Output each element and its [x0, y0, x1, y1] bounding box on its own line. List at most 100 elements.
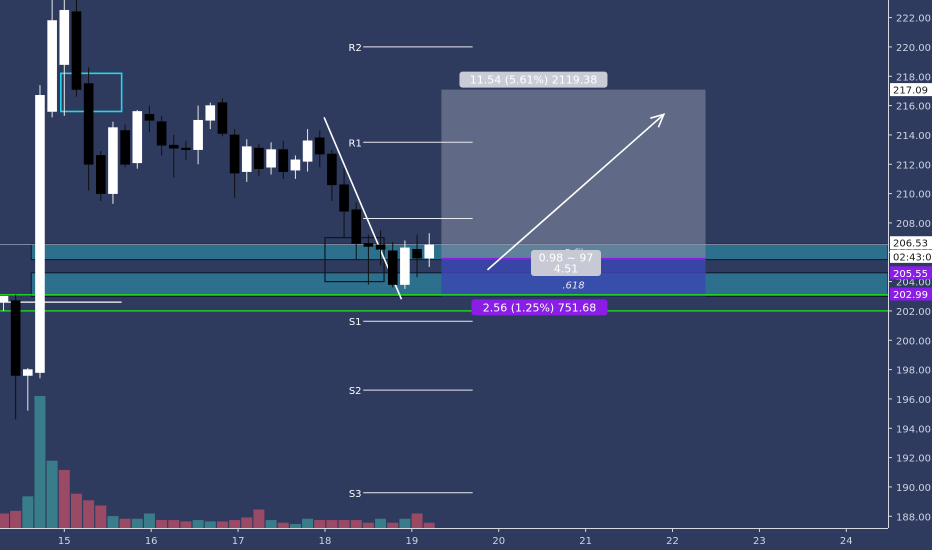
position-labels: 11.54 (5.61%) 2119.38 2.56 (1.25%) 751.68…: [459, 71, 608, 316]
price-tick-label: 204.00: [896, 278, 931, 289]
price-tick-label: 196.00: [896, 395, 931, 406]
time-tick-label: 17: [232, 536, 245, 547]
candle-body-13: [156, 121, 167, 146]
volume-bar-32: [387, 522, 399, 528]
volume-bar-35: [423, 522, 435, 528]
pivot-r1-label: R1: [349, 138, 362, 149]
volume-bar-23: [277, 522, 289, 528]
volume-bar-13: [156, 520, 168, 528]
price-tag-entry-bg: [890, 266, 932, 280]
price-tick-label: 218.00: [896, 72, 931, 83]
candle-body-18: [217, 102, 228, 134]
price-tag-target: 217.09: [893, 86, 928, 97]
long-position-tool[interactable]: .5 fib.618: [441, 89, 706, 297]
volume-bar-30: [362, 522, 374, 528]
candle-body-10: [120, 130, 130, 165]
price-tick-label: 198.00: [896, 366, 931, 377]
candle-body-3: [35, 95, 45, 373]
price-tick-label: 192.00: [896, 454, 931, 465]
price-tick-label: 208.00: [896, 219, 931, 230]
volume-bar-2: [22, 496, 34, 528]
candle-body-33: [400, 247, 410, 285]
volume-bar-15: [180, 521, 192, 528]
volume-bar-29: [350, 520, 362, 528]
price-tick-label: 194.00: [896, 424, 931, 435]
price-tick-label: 190.00: [896, 483, 931, 494]
candle-body-6: [71, 11, 82, 90]
volume-bar-22: [265, 520, 277, 528]
price-tick-label: 210.00: [896, 190, 931, 201]
target-label-text-0: 11.54 (5.61%) 2119.38: [470, 74, 598, 87]
candle-body-28: [339, 184, 349, 212]
volume-bar-17: [204, 521, 216, 528]
volume-bar-11: [131, 518, 143, 528]
candle-body-8: [95, 155, 106, 194]
pivot-s3-label: S3: [349, 489, 362, 500]
price-tag-stop-bg: [890, 287, 932, 301]
drawn-lines: [0, 72, 888, 312]
price-tick-label: 214.00: [896, 131, 931, 142]
volume-bar-21: [253, 509, 265, 528]
candle-body-19: [229, 134, 240, 174]
volume-bar-25: [302, 518, 314, 528]
time-tick-label: 24: [840, 536, 853, 547]
time-tick-label: 20: [492, 536, 505, 547]
time-tick-label: 22: [666, 536, 679, 547]
volume-bar-33: [399, 518, 411, 528]
price-tag-stop: 202.99: [893, 290, 928, 301]
candle-body-26: [314, 137, 325, 155]
candle-body-22: [266, 149, 276, 168]
volume-bar-12: [143, 513, 155, 528]
volume-bar-3: [34, 396, 46, 528]
time-axis[interactable]: 15 16 17 18 19 20 21 22 23 24: [0, 528, 888, 547]
candle-body-31: [375, 244, 386, 250]
candle-body-27: [327, 153, 337, 186]
volume-bar-14: [168, 520, 180, 528]
time-tick-label: 18: [319, 536, 332, 547]
candle-body-30: [363, 243, 374, 247]
candlesticks: [0, 0, 435, 420]
candle-body-29: [351, 209, 362, 244]
price-tick-label: 200.00: [896, 336, 931, 347]
arrow-head: [650, 113, 666, 128]
candle-body-34: [412, 249, 422, 259]
price-tag-countdown-bg: [890, 249, 932, 263]
candle-body-17: [205, 105, 216, 121]
target-label-bg: [459, 71, 608, 88]
candle-body-32: [387, 250, 398, 285]
volume-bar-6: [70, 493, 82, 528]
risk-reward-label-text-0: 0.98 ~ 97: [539, 252, 594, 265]
time-tick-label: 19: [405, 536, 418, 547]
time-tick-label: 23: [753, 536, 766, 547]
candle-body-21: [254, 147, 264, 169]
risk-reward-label-bg: [531, 250, 601, 276]
candle-body-23: [278, 149, 289, 172]
volume-bar-31: [375, 518, 387, 528]
pivot-s1-label: S1: [349, 317, 362, 328]
fib-zone-label-1: .618: [562, 281, 584, 292]
time-tick-label: 16: [145, 536, 158, 547]
volume-bar-4: [46, 460, 58, 528]
candle-body-7: [83, 83, 94, 165]
price-tick-label: 222.00: [896, 14, 931, 25]
candle-body-12: [144, 114, 155, 121]
volume-bar-19: [229, 520, 241, 528]
price-tag-countdown: 02:43:04: [893, 252, 932, 263]
price-axis[interactable]: 188.00 190.00 192.00 194.00 196.00 198.00 200.…: [888, 0, 932, 528]
price-tick-label: 212.00: [896, 160, 931, 171]
volume-bars: [0, 396, 435, 528]
candle-body-20: [241, 146, 252, 172]
pivot-s2-label: S2: [349, 386, 362, 397]
candle-body-25: [302, 140, 313, 162]
volume-bar-10: [119, 518, 131, 528]
time-tick-label: 15: [58, 536, 71, 547]
risk-reward-label-text-1: 4.51: [554, 263, 579, 276]
time-tick-label: 21: [579, 536, 592, 547]
candle-body-15: [181, 147, 191, 150]
candle-body-2: [23, 369, 33, 376]
stop-label-text-0: 2.56 (1.25%) 751.68: [483, 301, 597, 314]
pivot-levels: R2R1PS1S2S3: [349, 43, 473, 500]
price-tick-label: 216.00: [896, 102, 931, 113]
price-tick-label: 220.00: [896, 43, 931, 54]
